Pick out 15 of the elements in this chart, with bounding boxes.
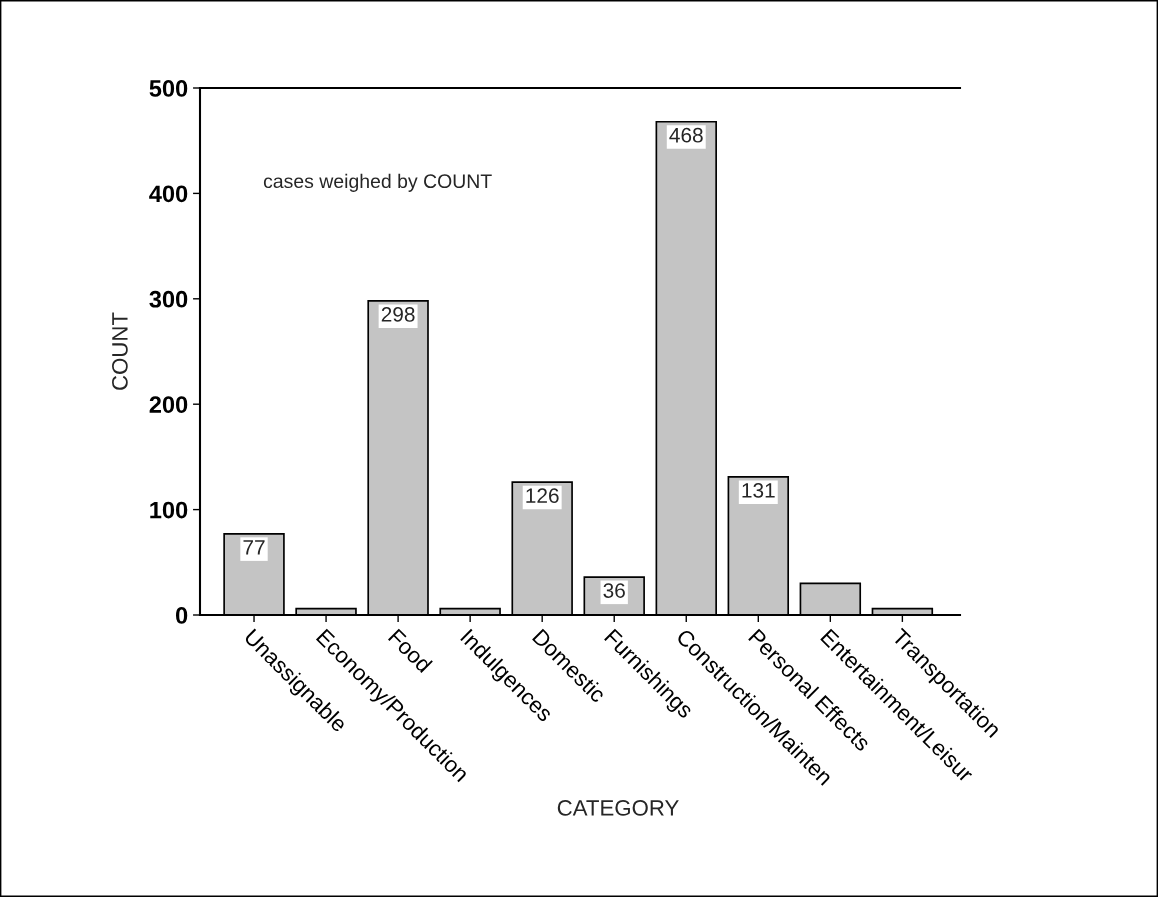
y-tick-label: 100 bbox=[150, 501, 188, 519]
y-tick-label: 500 bbox=[149, 80, 188, 97]
data-label: 298 bbox=[381, 307, 415, 322]
y-tick-label: 300 bbox=[149, 290, 188, 308]
data-label: 36 bbox=[603, 583, 625, 598]
y-tick-label: 200 bbox=[149, 396, 188, 413]
data-label: 126 bbox=[526, 488, 559, 504]
y-tick-label: 400 bbox=[149, 185, 188, 203]
data-label: 77 bbox=[243, 540, 265, 555]
y-axis-title: COUNT bbox=[112, 312, 128, 390]
y-tick-label: 0 bbox=[176, 607, 188, 624]
annotation: cases weighed by COUNT bbox=[263, 173, 492, 192]
data-label: 131 bbox=[742, 483, 775, 498]
x-axis-title: CATEGORY bbox=[557, 800, 679, 816]
data-label: 468 bbox=[669, 127, 703, 143]
